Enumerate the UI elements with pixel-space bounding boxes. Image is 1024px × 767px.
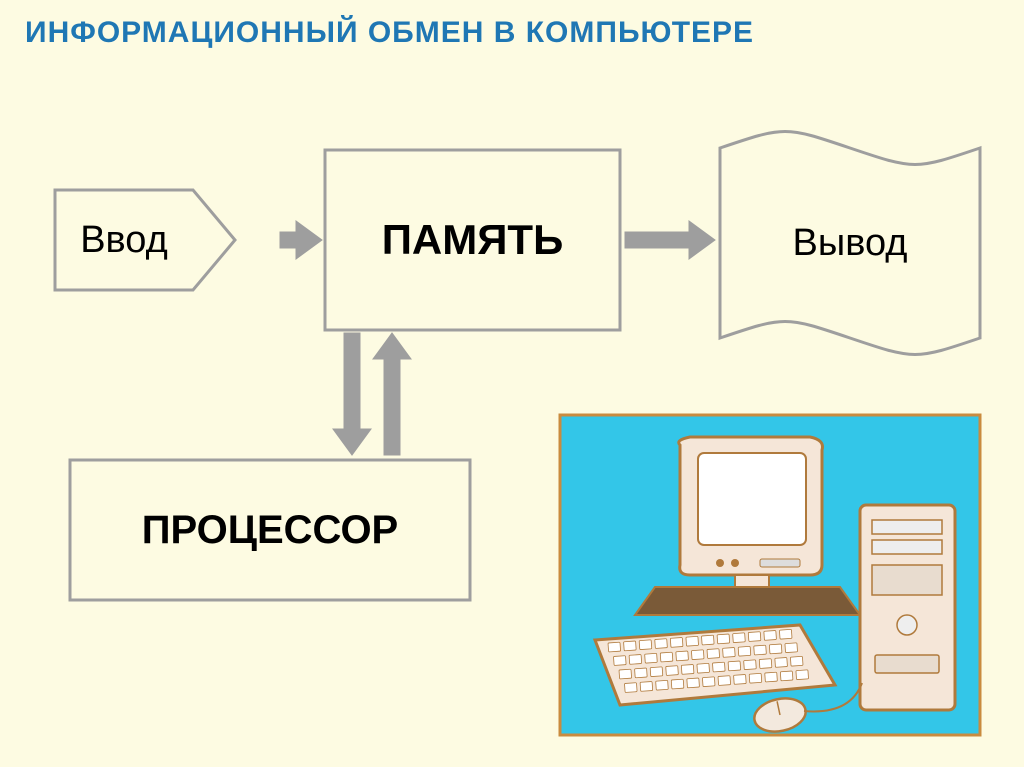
input-box-label: Ввод — [80, 221, 168, 259]
arrow-processor-to-memory — [373, 333, 411, 455]
page-title: ИНФОРМАЦИОННЫЙ ОБМЕН В КОМПЬЮТЕРЕ — [25, 18, 754, 48]
output-box-label: Вывод — [793, 224, 908, 262]
arrow-memory-to-processor — [333, 333, 371, 455]
memory-box-label: ПАМЯТЬ — [382, 219, 564, 261]
processor-box-label: ПРОЦЕССОР — [142, 510, 398, 550]
computer-illustration — [560, 415, 980, 736]
arrow-input-to-memory — [280, 221, 322, 259]
arrow-memory-to-output — [625, 221, 715, 259]
